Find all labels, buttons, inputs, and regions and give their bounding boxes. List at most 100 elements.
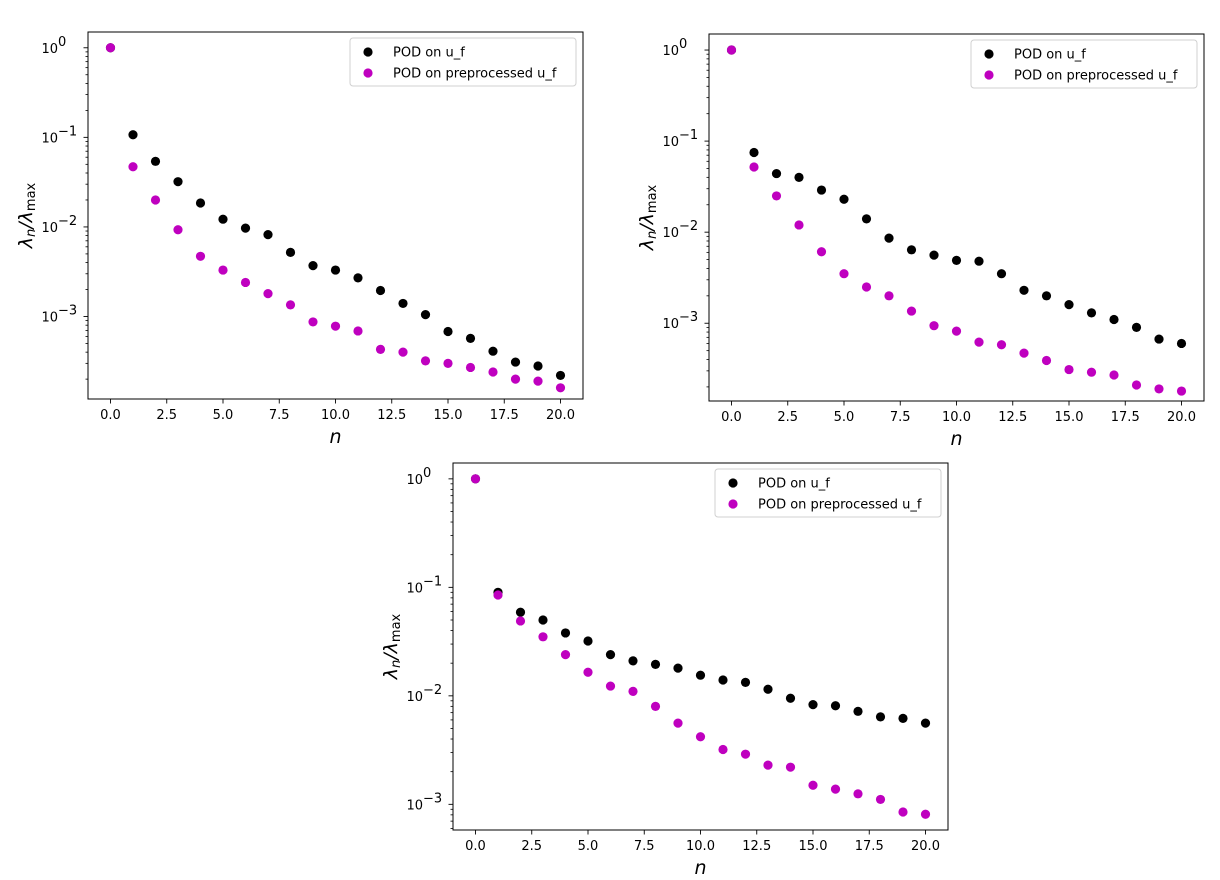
x-tick-label: 20.0 bbox=[1167, 410, 1196, 425]
data-point-pod-uf bbox=[398, 298, 408, 309]
data-point-pod-uf bbox=[510, 357, 521, 367]
data-point-pod-uf bbox=[628, 656, 638, 666]
x-tick-label: 20.0 bbox=[546, 408, 575, 423]
data-point-pod-preprocessed bbox=[808, 780, 818, 790]
y-tick-exponent: 0 bbox=[679, 37, 687, 52]
x-tick-label: 7.5 bbox=[269, 408, 290, 423]
data-point-pod-preprocessed bbox=[740, 749, 751, 759]
data-point-pod-uf bbox=[875, 712, 886, 722]
y-axis-label-part: n bbox=[389, 660, 404, 668]
data-point-pod-uf bbox=[673, 663, 683, 673]
data-point-pod-preprocessed bbox=[420, 356, 431, 366]
y-tick-label: 10 bbox=[41, 131, 58, 146]
data-point-pod-uf bbox=[263, 230, 273, 240]
y-tick-exponent: 0 bbox=[423, 466, 431, 481]
x-tick-label: 10.0 bbox=[321, 408, 350, 423]
data-point-pod-uf bbox=[1109, 314, 1119, 325]
data-point-pod-preprocessed bbox=[839, 269, 849, 279]
data-point-pod-preprocessed bbox=[794, 220, 804, 230]
data-point-pod-preprocessed bbox=[560, 649, 571, 660]
x-tick-label: 2.5 bbox=[156, 408, 177, 423]
data-point-pod-preprocessed bbox=[996, 340, 1007, 350]
x-tick-label: 17.5 bbox=[490, 408, 519, 423]
y-tick-label: 10 bbox=[662, 226, 679, 241]
data-point-pod-preprocessed bbox=[583, 667, 593, 677]
y-axis-label-part: /λ bbox=[15, 211, 37, 231]
x-tick-label: 0.0 bbox=[721, 410, 742, 425]
data-point-pod-preprocessed bbox=[443, 358, 453, 368]
data-point-pod-preprocessed bbox=[330, 321, 341, 331]
legend-label: POD on u_f bbox=[758, 477, 830, 492]
data-point-pod-uf bbox=[353, 273, 363, 283]
data-point-pod-preprocessed bbox=[875, 794, 886, 805]
data-point-pod-preprocessed bbox=[488, 367, 498, 377]
data-point-pod-uf bbox=[1019, 285, 1029, 295]
data-point-pod-uf bbox=[771, 168, 782, 179]
data-point-pod-uf bbox=[861, 214, 872, 224]
data-point-pod-preprocessed bbox=[285, 300, 296, 310]
data-point-pod-uf bbox=[785, 693, 796, 703]
data-point-pod-uf bbox=[794, 172, 804, 182]
y-tick-label: 10 bbox=[662, 317, 679, 332]
data-point-pod-uf bbox=[808, 700, 818, 710]
data-point-pod-preprocessed bbox=[628, 686, 638, 696]
data-point-pod-uf bbox=[929, 250, 939, 260]
y-axis-label-part: n bbox=[24, 229, 39, 237]
x-tick-label: 15.0 bbox=[1055, 410, 1084, 425]
data-point-pod-preprocessed bbox=[510, 374, 521, 384]
data-point-pod-preprocessed bbox=[816, 247, 827, 257]
y-axis-label-part: λ bbox=[15, 237, 37, 249]
data-point-pod-preprocessed bbox=[749, 162, 759, 172]
y-tick-label: 10 bbox=[41, 311, 58, 326]
y-tick-label: 10 bbox=[406, 690, 423, 705]
data-point-pod-uf bbox=[420, 310, 431, 320]
data-point-pod-preprocessed bbox=[1019, 348, 1029, 358]
data-point-pod-uf bbox=[718, 675, 728, 685]
data-point-pod-uf bbox=[555, 370, 566, 381]
legend-marker-pod-uf bbox=[728, 478, 738, 488]
data-point-pod-uf bbox=[150, 156, 161, 166]
x-tick-label: 12.5 bbox=[377, 408, 406, 423]
x-tick-label: 0.0 bbox=[100, 408, 121, 423]
data-point-pod-uf bbox=[749, 147, 759, 158]
data-point-pod-uf bbox=[515, 607, 526, 617]
x-tick-label: 2.5 bbox=[521, 839, 542, 854]
data-point-pod-uf bbox=[951, 255, 962, 265]
x-tick-label: 15.0 bbox=[799, 839, 828, 854]
legend-marker-pod-preprocessed bbox=[984, 70, 994, 80]
data-point-pod-preprocessed bbox=[240, 277, 251, 288]
data-point-pod-uf bbox=[240, 223, 251, 233]
y-axis-label-part: max bbox=[389, 613, 404, 642]
data-point-pod-preprocessed bbox=[695, 732, 706, 742]
data-point-pod-uf bbox=[898, 713, 908, 723]
y-tick-label: 10 bbox=[662, 44, 679, 59]
data-point-pod-preprocessed bbox=[555, 383, 566, 393]
data-point-pod-preprocessed bbox=[128, 162, 138, 172]
x-tick-label: 0.0 bbox=[465, 839, 486, 854]
data-point-pod-uf bbox=[650, 659, 661, 669]
y-axis-label-part: λ bbox=[636, 239, 658, 251]
data-point-pod-preprocessed bbox=[861, 282, 872, 292]
legend-label: POD on preprocessed u_f bbox=[393, 67, 557, 82]
x-tick-label: 10.0 bbox=[942, 410, 971, 425]
data-point-pod-preprocessed bbox=[771, 191, 782, 201]
data-point-pod-uf bbox=[533, 361, 543, 371]
y-tick-exponent: −3 bbox=[679, 310, 698, 325]
y-tick-exponent: −1 bbox=[58, 124, 77, 139]
data-point-pod-preprocessed bbox=[375, 344, 386, 354]
data-point-pod-uf bbox=[1086, 308, 1097, 318]
y-axis-label-part: max bbox=[24, 182, 39, 211]
data-point-pod-uf bbox=[1041, 291, 1052, 301]
data-point-pod-preprocessed bbox=[898, 807, 908, 817]
data-point-pod-uf bbox=[974, 256, 984, 266]
data-point-pod-preprocessed bbox=[538, 632, 548, 642]
data-point-pod-uf bbox=[763, 684, 773, 694]
legend-box bbox=[349, 37, 577, 87]
data-point-pod-preprocessed bbox=[1154, 384, 1164, 394]
data-point-pod-preprocessed bbox=[150, 195, 161, 205]
data-point-pod-uf bbox=[465, 333, 476, 343]
legend-label: POD on preprocessed u_f bbox=[758, 498, 922, 513]
